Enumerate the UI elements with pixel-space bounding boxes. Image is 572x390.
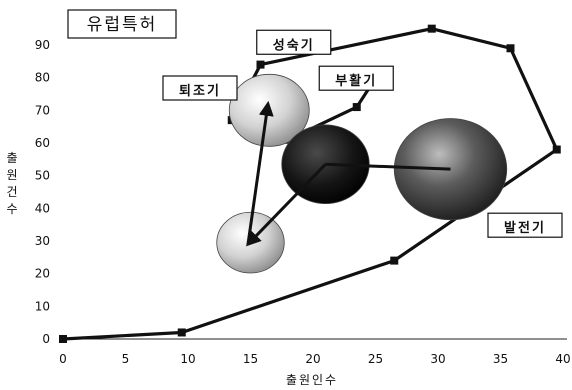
stage-label-box bbox=[162, 75, 238, 101]
x-tick-label: 30 bbox=[430, 352, 445, 366]
y-tick-label: 20 bbox=[35, 267, 50, 281]
chart-title: 유럽특허 bbox=[87, 15, 158, 35]
stage-label-box bbox=[487, 212, 563, 238]
x-axis-title: 출원인수 bbox=[286, 373, 338, 387]
y-tick-label: 70 bbox=[35, 103, 50, 117]
x-tick-label: 40 bbox=[555, 352, 570, 366]
cycle-point bbox=[427, 24, 436, 33]
cycle-point bbox=[352, 103, 361, 112]
x-tick-label: 35 bbox=[493, 352, 508, 366]
y-tick-label: 50 bbox=[35, 169, 50, 183]
cycle-point bbox=[256, 60, 265, 69]
trajectory-arrow bbox=[245, 163, 327, 247]
stage-label-box bbox=[318, 65, 394, 91]
x-tick-label: 0 bbox=[59, 352, 67, 366]
x-tick-label: 10 bbox=[180, 352, 195, 366]
title-box: 유럽특허 bbox=[67, 9, 177, 39]
y-tick-label: 60 bbox=[35, 136, 50, 150]
y-tick-label: 90 bbox=[35, 38, 50, 52]
cycle-point bbox=[552, 145, 561, 154]
x-tick-label: 15 bbox=[243, 352, 258, 366]
y-axis-title-char: 원 bbox=[6, 168, 19, 182]
tick-labels: 0 5 10 15 20 25 30 35 40 0 10 20 30 40 50 60 70 80 90 bbox=[35, 38, 571, 366]
y-tick-label: 30 bbox=[35, 234, 50, 248]
stage-label: 발전기 bbox=[504, 220, 546, 236]
bubble-connector bbox=[325, 162, 451, 171]
arrows bbox=[245, 100, 451, 247]
y-tick-label: 10 bbox=[35, 299, 50, 313]
y-tick-label: 40 bbox=[35, 201, 50, 215]
stage-label: 퇴조기 bbox=[179, 83, 221, 99]
bubbles bbox=[216, 73, 508, 274]
trajectory-arrow bbox=[246, 100, 274, 245]
cycle-point bbox=[390, 256, 399, 265]
y-axis-title-char: 건 bbox=[6, 185, 19, 199]
stage-label: 부활기 bbox=[335, 73, 377, 89]
y-axis-title-char: 출 bbox=[6, 151, 19, 165]
cycle-point bbox=[506, 44, 515, 53]
x-tick-label: 20 bbox=[305, 352, 320, 366]
x-tick-label: 5 bbox=[122, 352, 130, 366]
y-tick-label: 0 bbox=[42, 332, 50, 346]
y-axis-title-char: 수 bbox=[6, 202, 19, 216]
stage-label: 성숙기 bbox=[273, 38, 315, 53]
cycle-point bbox=[59, 335, 67, 343]
x-tick-label: 25 bbox=[368, 352, 383, 366]
stage-label-box bbox=[256, 29, 332, 55]
cycle-point bbox=[177, 328, 186, 337]
y-tick-label: 80 bbox=[35, 71, 50, 85]
